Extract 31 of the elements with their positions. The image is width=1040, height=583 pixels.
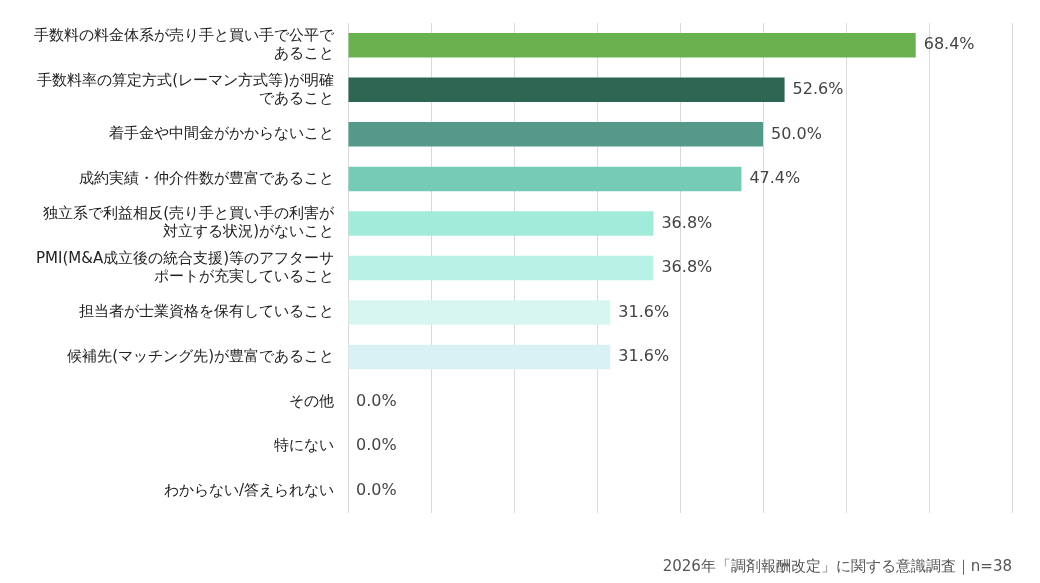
data-label: 36.8% <box>661 212 713 232</box>
bar <box>348 211 654 236</box>
y-tick-label: PMI(M&A成立後の統合支援)等のアフターサポートが充実していること <box>35 248 334 285</box>
bar <box>348 300 611 325</box>
y-tick-label: 独立系で利益相反(売り手と買い手の利害が対立する状況)がないこと <box>43 204 335 241</box>
y-tick-label: 特にない <box>274 436 334 455</box>
data-label: 0.0% <box>356 390 397 410</box>
y-tick-label: 候補先(マッチング先)が豊富であること <box>67 346 334 365</box>
y-tick-label: 着手金や中間金がかからないこと <box>109 124 334 143</box>
bar <box>348 33 916 58</box>
y-tick-label: 手数料の料金体系が売り手と買い手で公平であること <box>34 26 335 63</box>
bar <box>348 255 654 281</box>
data-label: 68.4% <box>923 34 975 54</box>
data-label: 47.4% <box>749 168 801 188</box>
data-label: 36.8% <box>661 257 713 277</box>
data-label: 31.6% <box>618 301 670 321</box>
data-label: 31.6% <box>618 346 670 366</box>
data-label: 50.0% <box>771 123 822 143</box>
bar <box>348 344 611 370</box>
y-tick-label: 成約実績・仲介件数が豊富であること <box>79 168 334 187</box>
y-tick-label: その他 <box>289 391 334 410</box>
data-label: 0.0% <box>356 479 397 499</box>
bar <box>348 77 785 103</box>
data-label: 52.6% <box>792 78 844 98</box>
text: 2026年「調剤報酬改定」に関する意識調査｜n=38 <box>662 557 1012 576</box>
y-tick-label: 手数料率の算定方式(レーマン方式等)が明確であること <box>37 70 334 107</box>
y-tick-label: わからない/答えられない <box>163 480 334 499</box>
y-tick-label: 担当者が士業資格を保有していること <box>79 302 334 321</box>
data-label: 0.0% <box>356 435 397 455</box>
bar <box>348 166 742 192</box>
bar <box>348 122 763 147</box>
